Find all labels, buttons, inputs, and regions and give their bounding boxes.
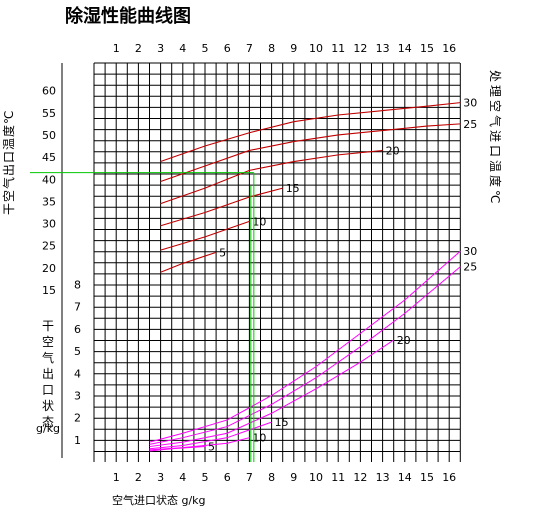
- temperature-curve-label: 5: [219, 246, 226, 259]
- humidity-curve-30: [149, 250, 461, 443]
- humidity-curve-label: 20: [397, 334, 411, 347]
- grid: [61, 62, 461, 462]
- x-tick-label: 2: [135, 42, 142, 55]
- bottom-y-label-char: 状: [42, 399, 54, 413]
- temperature-curve-30: [160, 102, 461, 163]
- right-y-axis-label: 处理空气进口温度℃: [488, 70, 503, 206]
- x-tick-label: 7: [246, 471, 253, 484]
- x-tick-label: 4: [179, 471, 186, 484]
- x-tick-label: 5: [202, 42, 209, 55]
- x-tick-label: 13: [376, 42, 390, 55]
- top-y-tick-label: 30: [42, 218, 56, 231]
- temperature-curve-20: [160, 149, 383, 205]
- bottom-y-label-char: 口: [42, 383, 54, 397]
- x-tick-label: 1: [113, 42, 120, 55]
- humidity-curve-5: [149, 446, 206, 452]
- humidity-curve-10: [149, 437, 250, 451]
- chart-title: 除湿性能曲线图: [65, 5, 191, 27]
- x-tick-label: 10: [309, 42, 323, 55]
- humidity-curve-label: 10: [252, 432, 266, 445]
- humidity-curve-label: 25: [463, 261, 477, 274]
- x-tick-label: 1: [113, 471, 120, 484]
- x-tick-label: 8: [268, 42, 275, 55]
- bottom-y-label-char: 干: [42, 319, 54, 333]
- top-y-tick-label: 35: [42, 195, 56, 208]
- x-tick-label: 6: [224, 471, 231, 484]
- bottom-y-tick-label: 2: [74, 412, 81, 425]
- bottom-y-tick-label: 6: [74, 323, 81, 336]
- bottom-y-tick-label: 5: [74, 345, 81, 358]
- bottom-y-label-char: 空: [42, 335, 54, 349]
- x-tick-label: 3: [157, 42, 164, 55]
- x-tick-label: 14: [398, 471, 412, 484]
- guide-lines: [30, 172, 255, 462]
- humidity-curve-label: 15: [275, 416, 289, 429]
- x-tick-label: 12: [353, 42, 367, 55]
- x-tick-label: 3: [157, 471, 164, 484]
- humidity-curve-20: [149, 339, 394, 448]
- humidity-curve-15: [149, 421, 272, 450]
- x-tick-label: 8: [268, 471, 275, 484]
- x-tick-label: 15: [420, 471, 434, 484]
- temperature-curve-label: 20: [386, 144, 400, 157]
- bottom-y-tick-label: 4: [74, 367, 81, 380]
- bottom-y-label-char: 气: [42, 350, 54, 365]
- x-tick-label: 14: [398, 42, 412, 55]
- humidity-curve-25: [149, 266, 461, 445]
- temperature-curve-5: [160, 251, 217, 273]
- x-tick-label: 15: [420, 42, 434, 55]
- x-tick-label: 11: [331, 42, 345, 55]
- top-y-tick-label: 60: [42, 85, 56, 98]
- x-tick-label: 7: [246, 42, 253, 55]
- top-y-tick-label: 55: [42, 107, 56, 120]
- temperature-curve-label: 30: [463, 97, 477, 110]
- x-tick-label: 10: [309, 471, 323, 484]
- temperature-curve-label: 10: [252, 215, 266, 228]
- temperature-curve-10: [160, 220, 250, 251]
- bottom-y-tick-label: 7: [74, 301, 81, 314]
- top-y-axis-label: 干空气出口温度℃: [1, 110, 16, 215]
- bottom-y-label-char: 态: [42, 415, 54, 429]
- x-tick-label: 16: [442, 42, 456, 55]
- top-y-tick-label: 20: [42, 262, 56, 275]
- x-tick-label: 5: [202, 471, 209, 484]
- x-tick-labels: 1 2 3 4 5 6 7 8 9 10 11 12 13 14 15 161 2 3 4 5 6 7 8 9 10 11 12 13…: [113, 42, 457, 484]
- bottom-y-tick-label: 1: [74, 434, 81, 447]
- temperature-curve-15: [160, 187, 283, 227]
- humidity-curve-label: 5: [208, 441, 215, 454]
- x-tick-label: 11: [331, 471, 345, 484]
- x-tick-label: 9: [290, 471, 297, 484]
- x-axis-label: 空气进口状态 g/kg: [112, 493, 206, 507]
- x-tick-label: 16: [442, 471, 456, 484]
- bottom-y-axis-unit: g/kg: [36, 422, 60, 435]
- top-y-tick-label: 25: [42, 240, 56, 253]
- temperature-curve-label: 25: [463, 118, 477, 131]
- bottom-y-tick-label: 8: [74, 279, 81, 292]
- top-y-tick-label: 15: [42, 284, 56, 297]
- top-y-tick-label: 50: [42, 129, 56, 142]
- x-tick-label: 13: [376, 471, 390, 484]
- x-tick-label: 4: [179, 42, 186, 55]
- top-y-tick-label: 40: [42, 173, 56, 186]
- temperature-curves: 30 25 20 15 10 5: [160, 97, 477, 273]
- bottom-y-tick-labels: 8 7 6 5 4 3 2 1: [74, 279, 81, 447]
- temperature-curve-25: [160, 123, 461, 182]
- x-tick-label: 6: [224, 42, 231, 55]
- humidity-curves: 30 25 20 15 10 5: [149, 245, 477, 454]
- bottom-y-label-char: 出: [42, 367, 54, 381]
- x-tick-label: 2: [135, 471, 142, 484]
- x-tick-label: 12: [353, 471, 367, 484]
- humidity-curve-label: 30: [463, 245, 477, 258]
- x-tick-label: 9: [290, 42, 297, 55]
- top-y-tick-label: 45: [42, 151, 56, 164]
- temperature-curve-label: 15: [286, 182, 300, 195]
- top-y-tick-labels: 60 55 50 45 40 35 30 25 20 15: [42, 85, 56, 297]
- bottom-y-tick-label: 3: [74, 390, 81, 403]
